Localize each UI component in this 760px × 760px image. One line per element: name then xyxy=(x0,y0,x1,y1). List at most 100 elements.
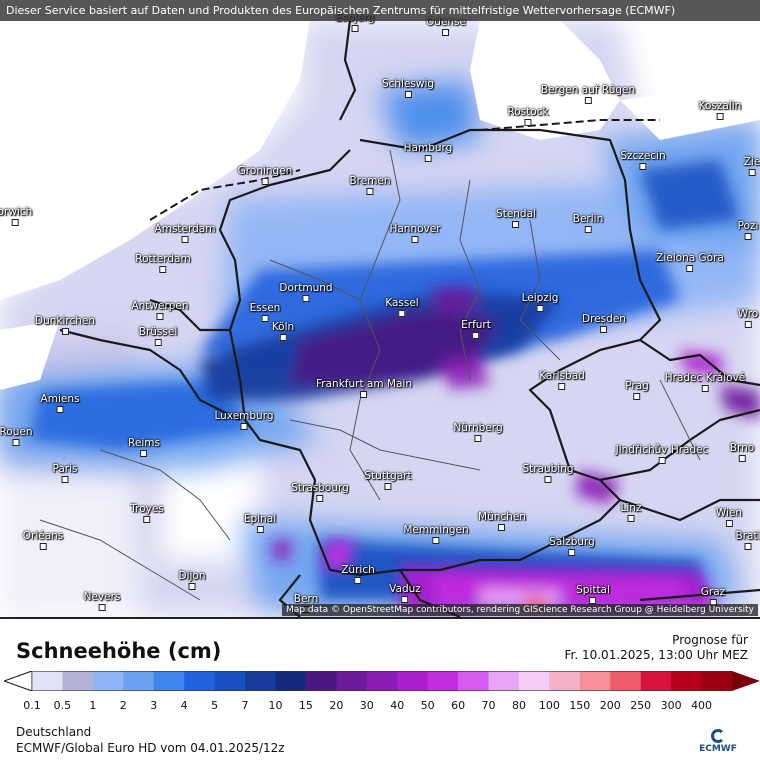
city-name: Dortmund xyxy=(279,282,333,294)
colorbar-swatch xyxy=(366,671,398,691)
city-label: Rostock xyxy=(507,107,549,126)
colorbar-swatch xyxy=(518,671,550,691)
city-dot xyxy=(744,233,752,240)
city-label: Stendal xyxy=(496,209,536,228)
colorbar-tick-label: 4 xyxy=(180,699,188,712)
city-label: München xyxy=(478,512,526,531)
colorbar-swatch xyxy=(336,671,368,691)
snow-depth-map[interactable]: Dieser Service basiert auf Daten und Pro… xyxy=(0,0,760,617)
city-label: Bremen xyxy=(349,176,391,195)
city-label: Dunkirchen xyxy=(35,316,95,335)
city-dot xyxy=(56,406,64,413)
city-dot xyxy=(633,393,641,400)
city-dot xyxy=(472,332,480,339)
colorbar-swatch xyxy=(427,671,459,691)
city-name: Köln xyxy=(271,321,295,333)
colorbar-tick-label: 200 xyxy=(599,699,621,712)
colorbar-tick-label: 0.1 xyxy=(23,699,41,712)
colorbar-tick-label: 70 xyxy=(481,699,496,712)
city-label: Bergen auf Rügen xyxy=(541,85,635,104)
city-dot xyxy=(627,515,635,522)
colorbar-tick-label: 10 xyxy=(268,699,283,712)
city-label: Amiens xyxy=(41,394,79,413)
colorbar-swatch xyxy=(640,671,672,691)
city-name: Graz xyxy=(700,586,726,598)
colorbar-tick-label: 0.5 xyxy=(53,699,72,712)
colorbar-tick-label: 300 xyxy=(660,699,682,712)
city-label: Reims xyxy=(128,438,160,457)
city-dot xyxy=(12,439,20,446)
city-name: Wien xyxy=(715,507,743,519)
colorbar-swatch xyxy=(92,671,124,691)
city-label: Schleswig xyxy=(382,79,434,98)
city-name: Odense xyxy=(426,16,466,28)
city-dot xyxy=(366,188,374,195)
forecast-info: Prognose für Fr. 10.01.2025, 13:00 Uhr M… xyxy=(564,633,748,663)
city-label: Amsterdam xyxy=(155,224,215,243)
city-name: Dunkirchen xyxy=(34,315,96,327)
city-label: Zielona Góra xyxy=(656,253,724,272)
city-dot xyxy=(512,221,520,228)
city-name: Paris xyxy=(52,463,78,475)
city-name: Prag xyxy=(625,380,649,392)
colorbar-tick-label: 1 xyxy=(89,699,97,712)
city-dot xyxy=(744,543,752,550)
city-name: Salzburg xyxy=(549,536,595,548)
city-label: Leipzig xyxy=(522,293,558,312)
city-name: Wro xyxy=(737,308,759,320)
city-dot xyxy=(686,265,694,272)
colorbar-tick-label: 150 xyxy=(569,699,591,712)
city-label: Kassel xyxy=(385,297,419,317)
colorbar-swatch xyxy=(549,671,581,691)
city-label: Koszalin xyxy=(699,101,741,120)
colorbar-swatch xyxy=(62,671,94,691)
colorbar-tick-label: 60 xyxy=(451,699,466,712)
city-name: Pozı xyxy=(737,220,759,232)
city-name: Dijon xyxy=(178,570,206,582)
ecmwf-logo[interactable]: ECMWF xyxy=(698,729,738,754)
city-name: Kassel xyxy=(385,297,419,309)
city-label: Szczecin xyxy=(620,151,666,170)
map-attribution[interactable]: Map data © OpenStreetMap contributors, r… xyxy=(282,604,758,616)
colorbar-tick-label: 250 xyxy=(630,699,652,712)
city-dot xyxy=(401,596,409,603)
city-label: Dortmund xyxy=(279,282,333,302)
model-label: ECMWF/Global Euro HD vom 04.01.2025/12z xyxy=(16,741,285,755)
city-dot xyxy=(354,577,362,584)
city-label: Brüssel xyxy=(138,326,178,346)
coastline xyxy=(149,119,660,221)
map-canvas xyxy=(0,19,760,617)
city-label: orwich xyxy=(0,207,32,226)
city-dot xyxy=(544,476,552,483)
city-name: Zürich xyxy=(341,564,375,576)
city-name: Nürnberg xyxy=(453,422,503,434)
forecast-label: Prognose für xyxy=(672,633,748,647)
city-dot xyxy=(498,524,506,531)
city-dot xyxy=(384,483,392,490)
city-name: Memmingen xyxy=(403,524,469,536)
city-name: Reims xyxy=(128,437,160,449)
city-dot xyxy=(411,236,419,243)
city-label: Odense xyxy=(426,17,466,36)
city-dot xyxy=(524,119,532,126)
city-name: Karlsbad xyxy=(539,370,585,382)
city-label: Vaduz xyxy=(389,584,421,603)
city-dot xyxy=(316,495,324,502)
city-dot xyxy=(159,266,167,273)
city-dot xyxy=(584,97,592,104)
city-label: Paris xyxy=(53,464,78,483)
city-name: Straubing xyxy=(522,463,574,475)
city-dot xyxy=(11,219,19,226)
colorbar-outline xyxy=(31,671,733,691)
city-name: Rouen xyxy=(0,426,33,438)
city-name: Brüssel xyxy=(138,326,178,338)
city-label: Wro xyxy=(738,309,758,328)
city-dot xyxy=(474,435,482,442)
city-dot xyxy=(240,423,248,430)
city-label: Rotterdam xyxy=(135,254,191,273)
city-name: München xyxy=(478,511,526,523)
colorbar-tick-label: 30 xyxy=(359,699,374,712)
city-label: Essen xyxy=(250,303,280,322)
colorbar xyxy=(4,671,760,691)
city-label: Zürich xyxy=(341,565,375,584)
